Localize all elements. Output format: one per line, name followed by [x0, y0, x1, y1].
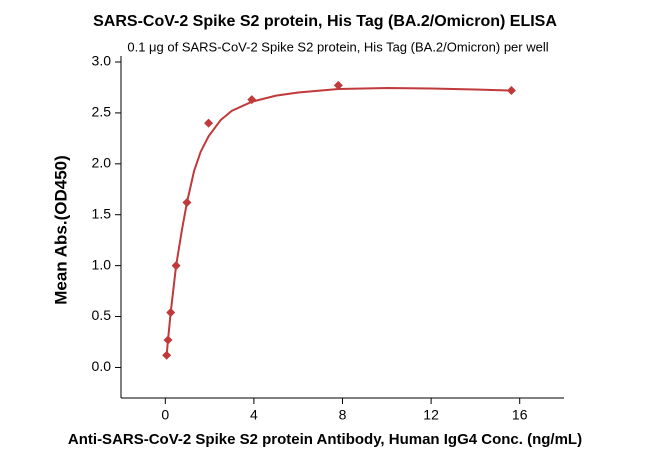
x-tick-label: 12 [423, 407, 439, 423]
x-tick-label: 0 [161, 407, 169, 423]
chart-subtitle: 0.1 μg of SARS-CoV-2 Spike S2 protein, H… [127, 39, 548, 54]
y-tick-label: 2.5 [92, 104, 112, 120]
data-point [162, 350, 172, 360]
data-point [182, 198, 192, 208]
y-tick-label: 3.0 [92, 53, 112, 69]
data-point [333, 80, 343, 90]
data-point [171, 261, 181, 271]
data-point [166, 307, 176, 317]
data-point [204, 118, 214, 128]
y-tick-label: 0.5 [92, 307, 112, 323]
x-tick-label: 16 [512, 407, 528, 423]
chart-title: SARS-CoV-2 Spike S2 protein, His Tag (BA… [93, 13, 557, 30]
y-tick-label: 1.0 [92, 256, 112, 272]
x-tick-label: 4 [250, 407, 258, 423]
data-point [247, 95, 257, 105]
y-tick-label: 0.0 [92, 358, 112, 374]
x-axis-label: Anti-SARS-CoV-2 Spike S2 protein Antibod… [68, 431, 582, 448]
data-point [163, 335, 173, 345]
y-axis-label: Mean Abs.(OD450) [51, 155, 70, 305]
y-tick-label: 2.0 [92, 155, 112, 171]
y-tick-label: 1.5 [92, 205, 112, 221]
fit-curve [165, 86, 512, 356]
x-tick-label: 8 [339, 407, 347, 423]
data-point [506, 86, 516, 96]
